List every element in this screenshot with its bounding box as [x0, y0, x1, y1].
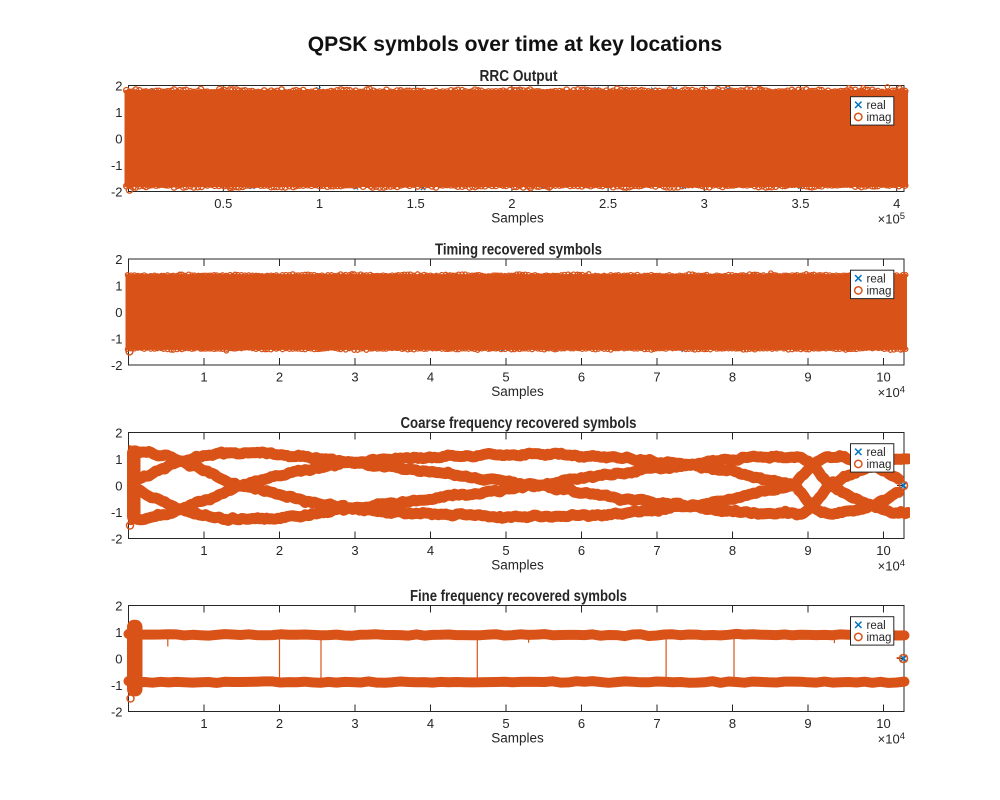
svg-text:10: 10	[876, 716, 890, 731]
svg-text:-2: -2	[111, 705, 123, 720]
svg-text:-1: -1	[111, 332, 123, 347]
svg-text:3: 3	[351, 543, 358, 558]
svg-text:3: 3	[351, 369, 358, 384]
svg-text:4: 4	[893, 196, 900, 211]
svg-text:real: real	[867, 620, 886, 632]
svg-text:1.5: 1.5	[407, 196, 425, 211]
svg-text:7: 7	[653, 543, 660, 558]
svg-text:4: 4	[427, 369, 434, 384]
svg-text:4: 4	[427, 716, 434, 731]
svg-text:1: 1	[200, 716, 207, 731]
svg-text:-1: -1	[111, 158, 123, 173]
svg-text:0: 0	[115, 132, 122, 147]
svg-text:0: 0	[115, 305, 122, 320]
svg-text:2: 2	[276, 543, 283, 558]
svg-text:5: 5	[502, 543, 509, 558]
svg-text:1: 1	[115, 279, 122, 294]
svg-text:2: 2	[276, 716, 283, 731]
svg-text:3: 3	[701, 196, 708, 211]
svg-text:×104: ×104	[878, 731, 905, 747]
svg-text:1: 1	[115, 105, 122, 120]
svg-text:2: 2	[276, 369, 283, 384]
svg-text:2: 2	[115, 426, 122, 441]
svg-text:2: 2	[115, 599, 122, 614]
svg-text:Coarse frequency recovered sym: Coarse frequency recovered symbols	[401, 415, 637, 432]
svg-text:3: 3	[351, 716, 358, 731]
svg-text:8: 8	[729, 543, 736, 558]
svg-text:imag: imag	[867, 286, 892, 298]
svg-text:2.5: 2.5	[599, 196, 617, 211]
svg-text:Fine frequency recovered symbo: Fine frequency recovered symbols	[410, 588, 627, 605]
svg-text:imag: imag	[867, 459, 892, 471]
svg-text:5: 5	[502, 716, 509, 731]
svg-text:3.5: 3.5	[791, 196, 809, 211]
svg-text:1: 1	[200, 369, 207, 384]
svg-text:×104: ×104	[878, 558, 905, 574]
svg-text:0: 0	[115, 479, 122, 494]
svg-text:×104: ×104	[878, 385, 905, 401]
svg-text:1: 1	[200, 543, 207, 558]
svg-text:-1: -1	[111, 505, 123, 520]
svg-text:-2: -2	[111, 532, 123, 547]
svg-text:6: 6	[578, 716, 585, 731]
svg-text:-2: -2	[111, 185, 123, 200]
svg-text:10: 10	[876, 543, 890, 558]
svg-text:9: 9	[804, 369, 811, 384]
svg-text:8: 8	[729, 369, 736, 384]
svg-text:7: 7	[653, 369, 660, 384]
svg-text:Samples: Samples	[491, 731, 544, 746]
svg-text:-1: -1	[111, 678, 123, 693]
svg-text:Timing recovered symbols: Timing recovered symbols	[435, 242, 602, 259]
svg-text:4: 4	[427, 543, 434, 558]
svg-text:1: 1	[115, 625, 122, 640]
svg-text:10: 10	[876, 369, 890, 384]
svg-text:Samples: Samples	[491, 211, 544, 226]
svg-text:QPSK symbols over time at key: QPSK symbols over time at key locations	[308, 32, 723, 56]
svg-text:real: real	[867, 447, 886, 459]
svg-text:1: 1	[316, 196, 323, 211]
svg-text:6: 6	[578, 543, 585, 558]
svg-text:9: 9	[804, 543, 811, 558]
svg-text:imag: imag	[867, 112, 892, 124]
svg-text:Samples: Samples	[491, 384, 544, 399]
svg-text:7: 7	[653, 716, 660, 731]
svg-text:imag: imag	[867, 632, 892, 644]
svg-text:0: 0	[115, 652, 122, 667]
svg-text:Samples: Samples	[491, 558, 544, 573]
svg-text:5: 5	[502, 369, 509, 384]
svg-text:8: 8	[729, 716, 736, 731]
svg-text:-2: -2	[111, 358, 123, 373]
svg-text:RRC Output: RRC Output	[480, 68, 558, 85]
svg-text:2: 2	[508, 196, 515, 211]
svg-text:×105: ×105	[878, 211, 905, 227]
svg-text:0.5: 0.5	[214, 196, 232, 211]
svg-text:6: 6	[578, 369, 585, 384]
svg-text:1: 1	[115, 452, 122, 467]
svg-text:2: 2	[115, 79, 122, 94]
svg-text:real: real	[867, 100, 886, 112]
svg-text:2: 2	[115, 252, 122, 267]
svg-text:real: real	[867, 274, 886, 286]
svg-text:9: 9	[804, 716, 811, 731]
